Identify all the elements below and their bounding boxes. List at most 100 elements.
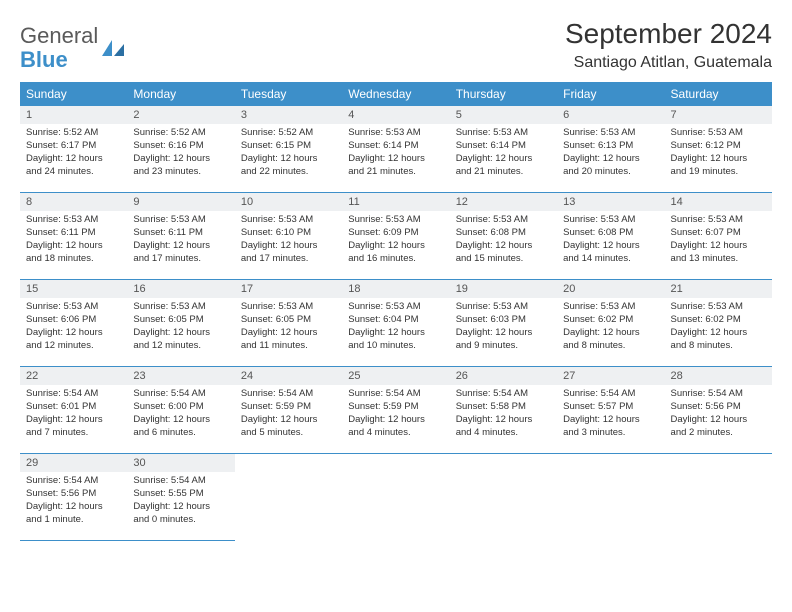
- day-details: Sunrise: 5:54 AMSunset: 5:55 PMDaylight:…: [127, 472, 234, 530]
- day-number: 19: [450, 280, 557, 298]
- day-cell: 30Sunrise: 5:54 AMSunset: 5:55 PMDayligh…: [127, 454, 234, 541]
- day-number: 20: [557, 280, 664, 298]
- day-cell: 14Sunrise: 5:53 AMSunset: 6:07 PMDayligh…: [665, 193, 772, 280]
- sunset: Sunset: 6:16 PM: [133, 140, 228, 153]
- daylight-line1: Daylight: 12 hours: [563, 414, 658, 427]
- logo-text-1: General: [20, 23, 98, 48]
- logo-sail-icon: [100, 38, 126, 63]
- day-number: 25: [342, 367, 449, 385]
- sunrise: Sunrise: 5:53 AM: [563, 214, 658, 227]
- sunrise: Sunrise: 5:54 AM: [26, 475, 121, 488]
- day-number: 17: [235, 280, 342, 298]
- day-details: Sunrise: 5:54 AMSunset: 5:59 PMDaylight:…: [235, 385, 342, 443]
- sunset: Sunset: 5:56 PM: [671, 401, 766, 414]
- daylight-line2: and 9 minutes.: [456, 340, 551, 353]
- day-cell: 17Sunrise: 5:53 AMSunset: 6:05 PMDayligh…: [235, 280, 342, 367]
- day-number: 6: [557, 106, 664, 124]
- day-number: 23: [127, 367, 234, 385]
- sunset: Sunset: 6:06 PM: [26, 314, 121, 327]
- sunrise: Sunrise: 5:53 AM: [563, 301, 658, 314]
- day-number: 11: [342, 193, 449, 211]
- day-number: 7: [665, 106, 772, 124]
- daylight-line2: and 1 minute.: [26, 514, 121, 527]
- daylight-line1: Daylight: 12 hours: [241, 414, 336, 427]
- title-block: September 2024 Santiago Atitlan, Guatema…: [565, 18, 772, 72]
- sunrise: Sunrise: 5:53 AM: [133, 301, 228, 314]
- day-cell: 22Sunrise: 5:54 AMSunset: 6:01 PMDayligh…: [20, 367, 127, 454]
- sunrise: Sunrise: 5:53 AM: [26, 301, 121, 314]
- day-number: 5: [450, 106, 557, 124]
- day-cell: 13Sunrise: 5:53 AMSunset: 6:08 PMDayligh…: [557, 193, 664, 280]
- day-cell: 4Sunrise: 5:53 AMSunset: 6:14 PMDaylight…: [342, 106, 449, 193]
- daylight-line2: and 12 minutes.: [133, 340, 228, 353]
- day-details: Sunrise: 5:54 AMSunset: 6:00 PMDaylight:…: [127, 385, 234, 443]
- weekday-header: Sunday: [20, 82, 127, 106]
- daylight-line1: Daylight: 12 hours: [241, 240, 336, 253]
- day-number: 9: [127, 193, 234, 211]
- daylight-line2: and 7 minutes.: [26, 427, 121, 440]
- sunset: Sunset: 5:59 PM: [348, 401, 443, 414]
- daylight-line1: Daylight: 12 hours: [26, 327, 121, 340]
- day-number: 21: [665, 280, 772, 298]
- sunset: Sunset: 6:02 PM: [671, 314, 766, 327]
- day-details: Sunrise: 5:52 AMSunset: 6:15 PMDaylight:…: [235, 124, 342, 182]
- day-details: Sunrise: 5:53 AMSunset: 6:07 PMDaylight:…: [665, 211, 772, 269]
- day-details: Sunrise: 5:54 AMSunset: 5:56 PMDaylight:…: [20, 472, 127, 530]
- sunrise: Sunrise: 5:52 AM: [133, 127, 228, 140]
- daylight-line1: Daylight: 12 hours: [26, 240, 121, 253]
- empty-cell: [235, 454, 342, 541]
- day-details: Sunrise: 5:53 AMSunset: 6:08 PMDaylight:…: [557, 211, 664, 269]
- daylight-line2: and 22 minutes.: [241, 166, 336, 179]
- daylight-line2: and 13 minutes.: [671, 253, 766, 266]
- sunset: Sunset: 6:15 PM: [241, 140, 336, 153]
- sunrise: Sunrise: 5:54 AM: [26, 388, 121, 401]
- daylight-line1: Daylight: 12 hours: [348, 414, 443, 427]
- day-number: 30: [127, 454, 234, 472]
- daylight-line2: and 17 minutes.: [241, 253, 336, 266]
- daylight-line2: and 23 minutes.: [133, 166, 228, 179]
- daylight-line1: Daylight: 12 hours: [563, 327, 658, 340]
- weekday-header: Tuesday: [235, 82, 342, 106]
- sunrise: Sunrise: 5:53 AM: [348, 127, 443, 140]
- sunrise: Sunrise: 5:54 AM: [671, 388, 766, 401]
- daylight-line1: Daylight: 12 hours: [671, 240, 766, 253]
- daylight-line1: Daylight: 12 hours: [133, 501, 228, 514]
- day-details: Sunrise: 5:53 AMSunset: 6:10 PMDaylight:…: [235, 211, 342, 269]
- sunrise: Sunrise: 5:53 AM: [456, 301, 551, 314]
- day-details: Sunrise: 5:53 AMSunset: 6:11 PMDaylight:…: [127, 211, 234, 269]
- day-details: Sunrise: 5:53 AMSunset: 6:09 PMDaylight:…: [342, 211, 449, 269]
- sunset: Sunset: 5:58 PM: [456, 401, 551, 414]
- daylight-line1: Daylight: 12 hours: [241, 327, 336, 340]
- daylight-line2: and 15 minutes.: [456, 253, 551, 266]
- empty-cell: [557, 454, 664, 541]
- day-cell: 9Sunrise: 5:53 AMSunset: 6:11 PMDaylight…: [127, 193, 234, 280]
- sunset: Sunset: 6:00 PM: [133, 401, 228, 414]
- header: General Blue September 2024 Santiago Ati…: [20, 18, 772, 72]
- weekday-header-row: SundayMondayTuesdayWednesdayThursdayFrid…: [20, 82, 772, 106]
- day-cell: 27Sunrise: 5:54 AMSunset: 5:57 PMDayligh…: [557, 367, 664, 454]
- daylight-line1: Daylight: 12 hours: [26, 501, 121, 514]
- daylight-line2: and 5 minutes.: [241, 427, 336, 440]
- daylight-line1: Daylight: 12 hours: [563, 153, 658, 166]
- sunrise: Sunrise: 5:54 AM: [241, 388, 336, 401]
- day-cell: 26Sunrise: 5:54 AMSunset: 5:58 PMDayligh…: [450, 367, 557, 454]
- daylight-line1: Daylight: 12 hours: [26, 153, 121, 166]
- daylight-line1: Daylight: 12 hours: [133, 240, 228, 253]
- sunset: Sunset: 6:08 PM: [456, 227, 551, 240]
- day-cell: 8Sunrise: 5:53 AMSunset: 6:11 PMDaylight…: [20, 193, 127, 280]
- day-number: 4: [342, 106, 449, 124]
- daylight-line2: and 11 minutes.: [241, 340, 336, 353]
- sunset: Sunset: 6:07 PM: [671, 227, 766, 240]
- day-number: 8: [20, 193, 127, 211]
- sunset: Sunset: 5:59 PM: [241, 401, 336, 414]
- sunrise: Sunrise: 5:54 AM: [563, 388, 658, 401]
- day-cell: 20Sunrise: 5:53 AMSunset: 6:02 PMDayligh…: [557, 280, 664, 367]
- daylight-line2: and 14 minutes.: [563, 253, 658, 266]
- day-number: 14: [665, 193, 772, 211]
- day-number: 12: [450, 193, 557, 211]
- daylight-line2: and 21 minutes.: [456, 166, 551, 179]
- sunrise: Sunrise: 5:52 AM: [241, 127, 336, 140]
- weekday-header: Saturday: [665, 82, 772, 106]
- sunrise: Sunrise: 5:54 AM: [348, 388, 443, 401]
- daylight-line1: Daylight: 12 hours: [671, 327, 766, 340]
